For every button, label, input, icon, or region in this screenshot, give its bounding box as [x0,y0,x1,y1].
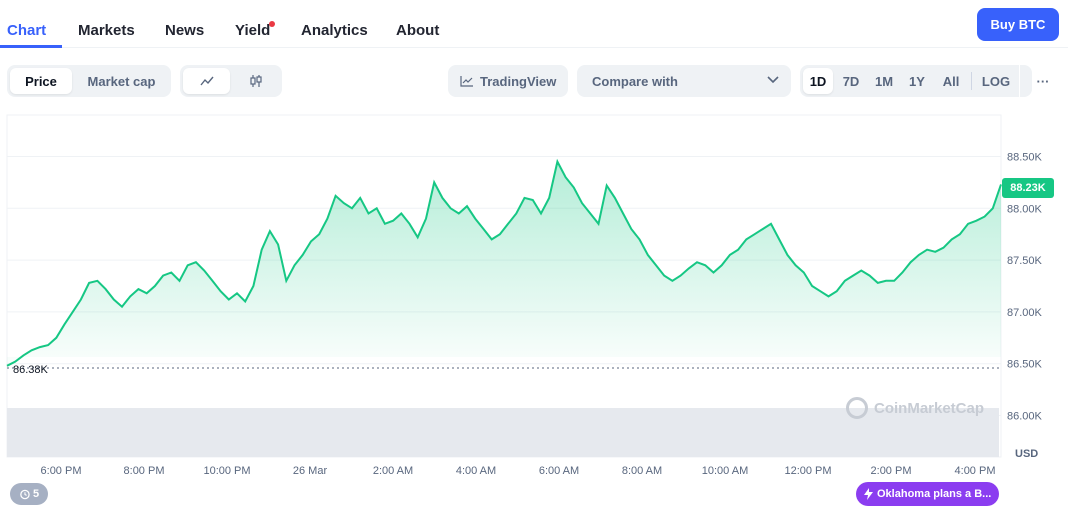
coinmarketcap-watermark: CoinMarketCap [846,397,984,419]
y-tick-label: 88.00K [1007,203,1043,215]
news-event-label: Oklahoma plans a B... [877,488,992,500]
x-tick-label: 10:00 AM [701,465,749,477]
history-button[interactable]: 5 [10,483,48,505]
active-tab-underline [0,45,62,48]
compare-with-select[interactable]: Compare with [577,65,791,97]
history-count: 5 [32,488,40,500]
price-tab[interactable]: Price [10,68,72,94]
yield-notification-dot [269,21,275,27]
price-area [7,161,1001,366]
currency-label: USD [1015,448,1039,460]
low-price-label: 86.38K [13,364,48,376]
range-1m[interactable]: 1M [874,73,894,89]
log-toggle[interactable]: LOG [981,73,1011,89]
x-tick-label: 12:00 PM [784,465,832,477]
y-tick-label: 88.50K [1007,151,1043,163]
chevron-down-icon [767,76,779,84]
tab-analytics[interactable]: Analytics [301,22,368,39]
x-tick-label: 4:00 AM [455,465,497,477]
x-tick-label: 8:00 PM [123,465,165,477]
tab-news[interactable]: News [165,22,205,39]
lightning-icon [864,488,873,500]
more-options-button[interactable]: ··· [1036,73,1050,89]
candlestick-button[interactable] [232,68,279,94]
buy-btc-button[interactable]: Buy BTC [977,8,1059,41]
top-nav: Chart Markets News Yield Analytics About… [0,0,1068,48]
x-tick-label: 2:00 AM [372,465,414,477]
y-tick-label: 86.00K [1007,411,1043,423]
current-price-tag: 88.23K [1002,178,1054,198]
metric-toggle: Price Market cap [7,65,171,97]
range-selector: 1D 7D 1M 1Y All LOG [800,65,1032,97]
tab-markets[interactable]: Markets [78,22,135,39]
candlestick-icon [249,75,262,87]
more-divider [1019,65,1020,97]
y-tick-label: 87.50K [1007,255,1043,267]
range-all[interactable]: All [942,73,960,89]
tab-about[interactable]: About [396,22,440,39]
compare-with-label: Compare with [592,73,678,89]
y-tick-label: 86.50K [1007,359,1043,371]
x-tick-label: 26 Mar [292,465,328,477]
range-divider [971,72,972,90]
range-7d[interactable]: 7D [842,73,860,89]
line-chart-button[interactable] [183,68,230,94]
tab-chart[interactable]: Chart [7,22,47,39]
x-tick-label: 6:00 PM [40,465,82,477]
x-tick-label: 8:00 AM [621,465,663,477]
coinmarketcap-logo-icon [846,397,868,419]
tradingview-button[interactable]: TradingView [448,65,568,97]
history-icon [20,489,30,499]
volume-bars [7,408,999,457]
x-tick-label: 2:00 PM [870,465,912,477]
market-cap-tab[interactable]: Market cap [87,73,156,89]
range-1y[interactable]: 1Y [909,73,925,89]
tradingview-label: TradingView [480,73,557,89]
x-tick-label: 4:00 PM [954,465,996,477]
chart-style-toggle [180,65,282,97]
price-chart[interactable]: 88.50K 88.00K 87.50K 87.00K 86.50K 86.00K [0,112,1068,462]
tradingview-icon [460,76,473,87]
watermark-text: CoinMarketCap [874,399,985,417]
tab-yield[interactable]: Yield [235,22,271,39]
news-event-pill[interactable]: Oklahoma plans a B... [856,482,999,506]
range-1d[interactable]: 1D [803,68,833,94]
x-tick-label: 6:00 AM [538,465,580,477]
line-chart-icon [199,76,214,86]
y-tick-label: 87.00K [1007,307,1043,319]
price-line [6,158,1002,367]
x-tick-label: 10:00 PM [203,465,251,477]
